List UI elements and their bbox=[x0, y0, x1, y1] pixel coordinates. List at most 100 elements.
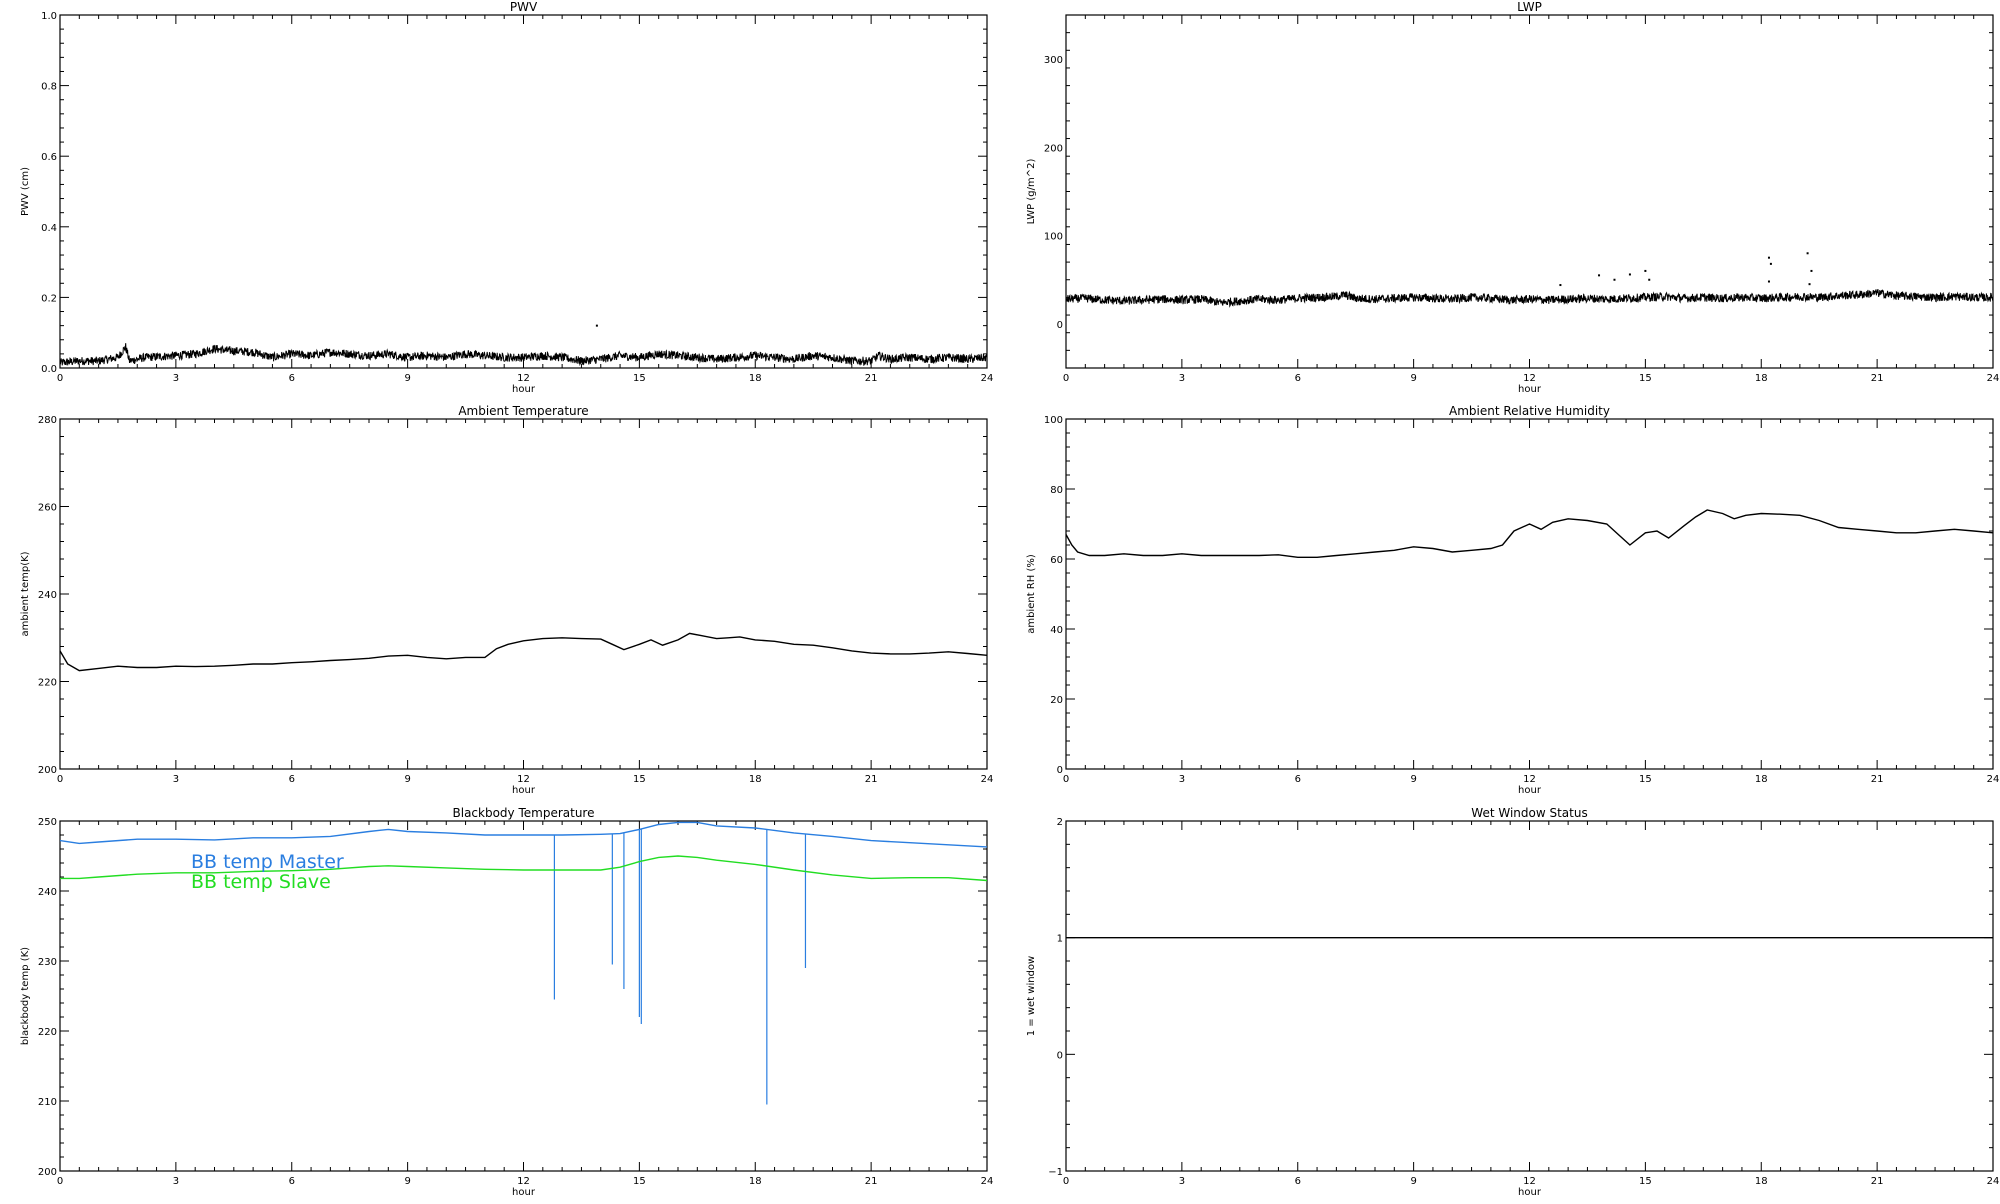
y-axis-label: 1 = wet window bbox=[1026, 956, 1037, 1036]
plot-frame bbox=[59, 14, 988, 369]
x-tick-label: 18 bbox=[749, 774, 762, 785]
data-point bbox=[1806, 252, 1809, 255]
x-tick-label: 24 bbox=[1987, 1176, 2000, 1187]
y-tick-label: 80 bbox=[1050, 485, 1063, 496]
x-tick-label: 18 bbox=[1755, 774, 1768, 785]
chart-title: Blackbody Temperature bbox=[453, 806, 595, 820]
legend-entry: BB temp Master bbox=[191, 851, 344, 873]
panel-ambient-temperature: 0 3 6 9 12 15 18 21 24 200 220 240 260 280 Ambient Tem… bbox=[20, 404, 993, 796]
x-tick-label: 9 bbox=[1410, 1176, 1416, 1187]
x-tick-label: 24 bbox=[981, 1176, 994, 1187]
x-tick-label: 12 bbox=[517, 774, 530, 785]
x-tick-label: 6 bbox=[1295, 1176, 1301, 1187]
y-tick-label: 0.2 bbox=[41, 293, 57, 304]
y-tick-label: 40 bbox=[1050, 625, 1063, 636]
x-tick-label: 21 bbox=[865, 1176, 878, 1187]
y-tick-label: 100 bbox=[1044, 232, 1063, 243]
panel-pwv: 0 3 6 9 12 15 18 21 24 0.0 0.2 0.4 0.6 0.8 1.0 PWV hour P… bbox=[20, 0, 993, 395]
y-tick-label: 260 bbox=[38, 503, 57, 514]
y-tick-label: −1 bbox=[1048, 1167, 1063, 1178]
x-tick-label: 6 bbox=[1295, 774, 1301, 785]
x-tick-label: 21 bbox=[1871, 774, 1884, 785]
data-point bbox=[1810, 269, 1813, 272]
y-tick-label: 300 bbox=[1044, 55, 1063, 66]
x-axis-label: hour bbox=[512, 384, 536, 395]
x-tick-label: 12 bbox=[517, 1176, 530, 1187]
y-tick-label: 230 bbox=[38, 957, 57, 968]
plot-frame bbox=[1065, 14, 1994, 369]
y-axis-label: ambient RH (%) bbox=[1026, 554, 1037, 634]
data-point bbox=[1613, 278, 1616, 281]
y-axis-label: blackbody temp (K) bbox=[20, 947, 31, 1045]
x-tick-label: 3 bbox=[1179, 1176, 1185, 1187]
chart-title: Wet Window Status bbox=[1471, 806, 1587, 820]
x-axis-label: hour bbox=[512, 785, 536, 796]
x-tick-label: 9 bbox=[1410, 774, 1416, 785]
x-tick-label: 6 bbox=[289, 774, 295, 785]
x-tick-label: 21 bbox=[1871, 373, 1884, 384]
y-tick-label: 0.6 bbox=[41, 152, 57, 163]
x-tick-label: 3 bbox=[1179, 373, 1185, 384]
data-point bbox=[1808, 283, 1811, 286]
x-tick-label: 15 bbox=[1639, 1176, 1652, 1187]
data-point bbox=[1644, 269, 1647, 272]
x-tick-label: 24 bbox=[1987, 373, 2000, 384]
y-tick-label: 200 bbox=[38, 1167, 57, 1178]
y-tick-label: 240 bbox=[38, 887, 57, 898]
x-tick-label: 12 bbox=[517, 373, 530, 384]
y-tick-label: 240 bbox=[38, 590, 57, 601]
x-tick-label: 3 bbox=[1179, 774, 1185, 785]
chart-title: Ambient Temperature bbox=[458, 404, 588, 418]
x-tick-label: 0 bbox=[1063, 373, 1069, 384]
x-tick-label: 9 bbox=[404, 1176, 410, 1187]
x-tick-label: 21 bbox=[1871, 1176, 1884, 1187]
series-line bbox=[59, 343, 988, 367]
data-point bbox=[1767, 280, 1770, 283]
series-line bbox=[1065, 509, 1994, 558]
data-point bbox=[1559, 284, 1562, 287]
x-tick-label: 0 bbox=[57, 774, 63, 785]
x-tick-label: 0 bbox=[1063, 1176, 1069, 1187]
y-tick-label: 280 bbox=[38, 415, 57, 426]
x-tick-label: 15 bbox=[633, 1176, 646, 1187]
x-tick-label: 18 bbox=[749, 1176, 762, 1187]
x-tick-label: 12 bbox=[1523, 373, 1536, 384]
x-tick-label: 12 bbox=[1523, 774, 1536, 785]
y-tick-label: 60 bbox=[1050, 555, 1063, 566]
x-axis-label: hour bbox=[1518, 384, 1542, 395]
x-tick-label: 3 bbox=[173, 373, 179, 384]
x-tick-label: 24 bbox=[981, 774, 994, 785]
x-tick-label: 18 bbox=[1755, 1176, 1768, 1187]
x-axis-label: hour bbox=[1518, 1187, 1542, 1198]
chart-title: LWP bbox=[1517, 0, 1542, 14]
data-point bbox=[595, 324, 598, 327]
x-tick-label: 18 bbox=[749, 373, 762, 384]
plot-frame bbox=[1065, 418, 1994, 770]
x-tick-label: 6 bbox=[1295, 373, 1301, 384]
x-axis-label: hour bbox=[512, 1187, 536, 1198]
chart-title: Ambient Relative Humidity bbox=[1449, 404, 1610, 418]
data-point bbox=[1767, 256, 1770, 259]
y-tick-label: 0.4 bbox=[41, 223, 57, 234]
y-tick-label: 220 bbox=[38, 678, 57, 689]
y-tick-label: 1.0 bbox=[41, 11, 57, 22]
x-tick-label: 18 bbox=[1755, 373, 1768, 384]
x-tick-label: 15 bbox=[1639, 373, 1652, 384]
x-tick-label: 6 bbox=[289, 373, 295, 384]
x-tick-label: 0 bbox=[1063, 774, 1069, 785]
x-tick-label: 15 bbox=[1639, 774, 1652, 785]
y-tick-label: 20 bbox=[1050, 695, 1063, 706]
x-tick-label: 0 bbox=[57, 1176, 63, 1187]
panel-blackbody-temperature: 0 3 6 9 12 15 18 21 24 200 210 220 230 240 250 Blackbod… bbox=[20, 806, 993, 1198]
x-axis-label: hour bbox=[1518, 785, 1542, 796]
y-tick-label: 0 bbox=[1057, 320, 1063, 331]
y-tick-label: 0 bbox=[1057, 1050, 1063, 1061]
y-tick-label: 1 bbox=[1057, 934, 1063, 945]
x-tick-label: 15 bbox=[633, 774, 646, 785]
x-tick-label: 21 bbox=[865, 373, 878, 384]
panel-ambient-relative-humidity: 0 3 6 9 12 15 18 21 24 0 20 40 60 80 100 Ambient Relati… bbox=[1026, 404, 1999, 796]
y-axis-label: LWP (g/m^2) bbox=[1026, 159, 1037, 225]
